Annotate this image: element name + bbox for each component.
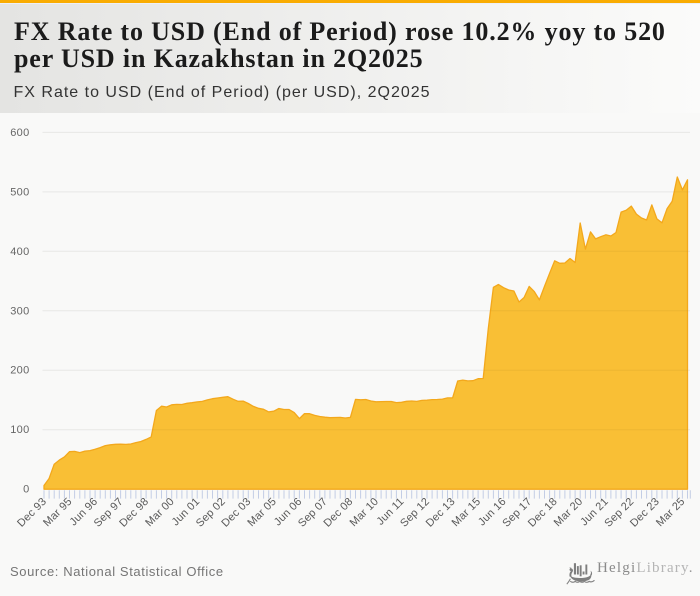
svg-text:Mar 10: Mar 10 [348,496,382,530]
svg-text:Mar 95: Mar 95 [41,496,75,530]
svg-text:300: 300 [10,305,29,317]
svg-text:Mar 15: Mar 15 [450,496,484,530]
svg-text:100: 100 [10,424,29,436]
svg-text:Mar 25: Mar 25 [654,496,688,530]
svg-text:0: 0 [23,484,29,496]
svg-text:600: 600 [10,127,29,139]
svg-text:400: 400 [10,246,29,258]
svg-text:Mar 20: Mar 20 [552,496,586,530]
svg-text:Mar 05: Mar 05 [245,496,279,530]
svg-text:500: 500 [10,186,29,198]
svg-text:Mar 00: Mar 00 [143,496,177,530]
svg-text:200: 200 [10,365,29,377]
